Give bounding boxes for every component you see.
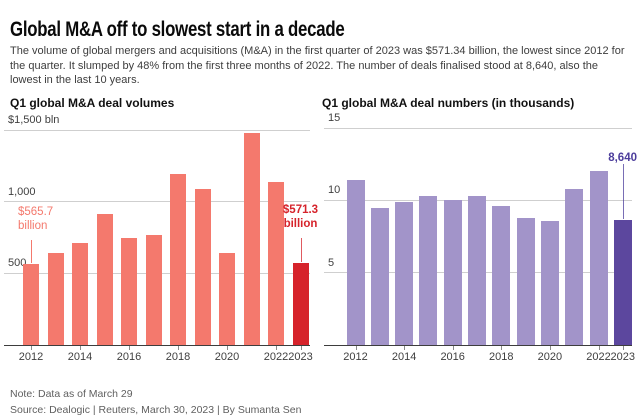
y-axis-label: 10 xyxy=(328,184,341,197)
bar-2013 xyxy=(370,207,389,345)
bar-2013 xyxy=(47,252,64,345)
page-title: Global M&A off to slowest start in a dec… xyxy=(10,18,345,42)
bar-2018 xyxy=(492,206,511,345)
bar-2019 xyxy=(194,188,211,345)
axis-tick xyxy=(622,346,624,350)
axis-tick xyxy=(129,346,130,350)
x-axis-label: 2012 xyxy=(343,351,368,363)
axis-tick xyxy=(598,346,600,350)
bar-2018 xyxy=(170,173,186,345)
volumes-chart-plot-area: $1,500 bln 1,000 500 2012 2014 2016 2018 2020 20… xyxy=(4,114,318,363)
axis-tick xyxy=(227,346,228,350)
x-axis-label: 2023 xyxy=(610,351,636,363)
annotation-text: $571.3 billion xyxy=(268,203,333,231)
volumes-chart-title: Q1 global M&A deal volumes xyxy=(10,96,175,110)
bar-2020 xyxy=(540,220,559,345)
axis-tick xyxy=(549,346,551,350)
bar-2015 xyxy=(96,213,113,345)
x-axis-label: 2016 xyxy=(440,351,465,363)
annotation-text-line: billion xyxy=(18,220,48,233)
x-axis-label: 2014 xyxy=(391,351,417,363)
x-axis-label: 2023 xyxy=(288,351,313,363)
bar-2016 xyxy=(443,200,462,345)
annotation-text: $565.7 billion xyxy=(18,205,53,233)
chart-description: The volume of global mergers and acquisi… xyxy=(10,45,625,87)
axis-tick xyxy=(501,346,503,350)
bar-2017 xyxy=(145,234,162,345)
bar-2017 xyxy=(468,196,486,345)
y-axis-label: 500 xyxy=(8,257,27,270)
x-axis-label: 2018 xyxy=(489,351,514,363)
y-axis-label: 15 xyxy=(328,112,341,124)
bar-2023 xyxy=(292,263,309,345)
axis-tick xyxy=(31,346,32,350)
source-line: Source: Dealogic | Reuters, March 30, 20… xyxy=(10,403,302,416)
bar-2021 xyxy=(243,132,260,345)
gridline xyxy=(4,129,310,131)
x-axis-label: 2020 xyxy=(537,351,563,363)
annotation-line xyxy=(300,238,302,263)
x-axis-label: 2022 xyxy=(263,351,289,363)
annotation-line xyxy=(31,240,32,263)
bar-2012 xyxy=(346,180,365,345)
bar-2019 xyxy=(516,217,535,345)
x-axis-label: 2018 xyxy=(165,351,191,363)
axis-tick xyxy=(404,346,406,350)
annotation-text-line: billion xyxy=(283,218,318,231)
deal-numbers-chart-title: Q1 global M&A deal numbers (in thousands… xyxy=(322,96,575,110)
footnote: Note: Data as of March 29 xyxy=(10,387,133,400)
x-axis-label: 2020 xyxy=(214,351,240,363)
bar-2014 xyxy=(395,201,414,345)
axis-tick xyxy=(276,346,277,350)
bar-2021 xyxy=(565,188,584,345)
x-axis-label: 2016 xyxy=(116,351,142,363)
gridline xyxy=(4,201,310,203)
bar-2015 xyxy=(419,196,438,345)
x-axis-label: 2022 xyxy=(586,351,611,363)
annotation-text-line: $571.3 xyxy=(282,204,319,216)
bar-2014 xyxy=(72,243,88,345)
y-axis-label: 1,000 xyxy=(8,185,36,198)
annotation-text-line: 8,640 xyxy=(608,152,637,164)
annotation-text-line: $565.7 xyxy=(18,206,54,218)
axis-tick xyxy=(452,346,454,350)
bar-2023 xyxy=(613,220,632,345)
x-axis-label: 2014 xyxy=(67,351,93,363)
axis-tick xyxy=(178,346,179,350)
y-axis-label: 5 xyxy=(328,256,335,269)
y-axis-label: $1,500 bln xyxy=(8,114,60,126)
axis-tick xyxy=(80,346,81,350)
x-axis-label: 2012 xyxy=(18,351,44,363)
bar-2016 xyxy=(121,238,137,345)
axis-tick xyxy=(355,346,357,350)
annotation-text: 8,640 xyxy=(577,151,637,165)
bar-2012 xyxy=(23,263,39,345)
axis-tick xyxy=(300,346,302,350)
bar-2022 xyxy=(268,181,284,345)
bar-2020 xyxy=(219,253,235,345)
annotation-line xyxy=(622,164,624,219)
bar-2022 xyxy=(589,171,608,345)
gridline xyxy=(324,127,632,129)
deal-numbers-chart-plot-area: 15 10 5 2012 2014 2016 2018 2020 2022 2023 8,640 xyxy=(324,112,637,363)
